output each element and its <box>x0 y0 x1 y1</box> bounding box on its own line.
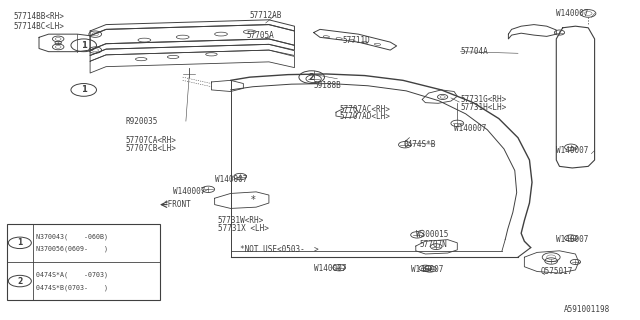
Text: W140007: W140007 <box>412 265 444 275</box>
Text: 57705A: 57705A <box>246 31 275 40</box>
Text: 57731G<RH>: 57731G<RH> <box>461 95 507 104</box>
Text: 2: 2 <box>17 276 22 285</box>
Text: 1: 1 <box>17 238 22 247</box>
Text: *: * <box>251 195 255 205</box>
Text: 59188B: 59188B <box>314 81 341 90</box>
Text: 57707N: 57707N <box>419 240 447 249</box>
Text: 0474S*B(0703-    ): 0474S*B(0703- ) <box>36 284 108 291</box>
Text: W140007: W140007 <box>314 264 346 273</box>
Text: 1: 1 <box>81 41 86 50</box>
Text: 57731W<RH>: 57731W<RH> <box>218 216 264 225</box>
Text: 0474S*A(    -0703): 0474S*A( -0703) <box>36 271 108 278</box>
Text: 57714BC<LH>: 57714BC<LH> <box>13 22 65 31</box>
Text: 57714BB<RH>: 57714BB<RH> <box>13 12 65 21</box>
Text: W300015: W300015 <box>416 230 448 239</box>
Text: 57704A: 57704A <box>461 47 488 56</box>
Text: 57712AB: 57712AB <box>250 11 282 20</box>
Text: 57707CA<RH>: 57707CA<RH> <box>125 136 176 145</box>
Text: *NOT USE<0503-  >: *NOT USE<0503- > <box>240 245 319 254</box>
Text: 2: 2 <box>308 73 315 82</box>
Bar <box>7 224 161 300</box>
Text: 57707CB<LH>: 57707CB<LH> <box>125 144 176 153</box>
Text: 57711D: 57711D <box>342 36 370 45</box>
Text: 1: 1 <box>81 85 86 94</box>
Text: W140007: W140007 <box>556 235 589 244</box>
Text: 57731X <LH>: 57731X <LH> <box>218 224 269 233</box>
Text: N370043(    -060B): N370043( -060B) <box>36 233 108 240</box>
Text: 57731H<LH>: 57731H<LH> <box>461 103 507 112</box>
Text: Q575017: Q575017 <box>540 267 573 276</box>
Text: W140007: W140007 <box>173 188 205 196</box>
Text: W140007: W140007 <box>556 146 589 155</box>
Text: *FRONT: *FRONT <box>164 200 191 209</box>
Text: A591001198: A591001198 <box>564 305 610 314</box>
Text: 0474S*B: 0474S*B <box>403 140 435 148</box>
Text: 57707AC<RH>: 57707AC<RH> <box>339 105 390 114</box>
Text: 57707AD<LH>: 57707AD<LH> <box>339 113 390 122</box>
Text: W140007: W140007 <box>214 175 247 184</box>
Text: R920035: R920035 <box>125 117 157 126</box>
Text: W140007: W140007 <box>454 124 486 132</box>
Text: W140007: W140007 <box>556 9 589 18</box>
Text: N370056(0609-    ): N370056(0609- ) <box>36 246 108 252</box>
